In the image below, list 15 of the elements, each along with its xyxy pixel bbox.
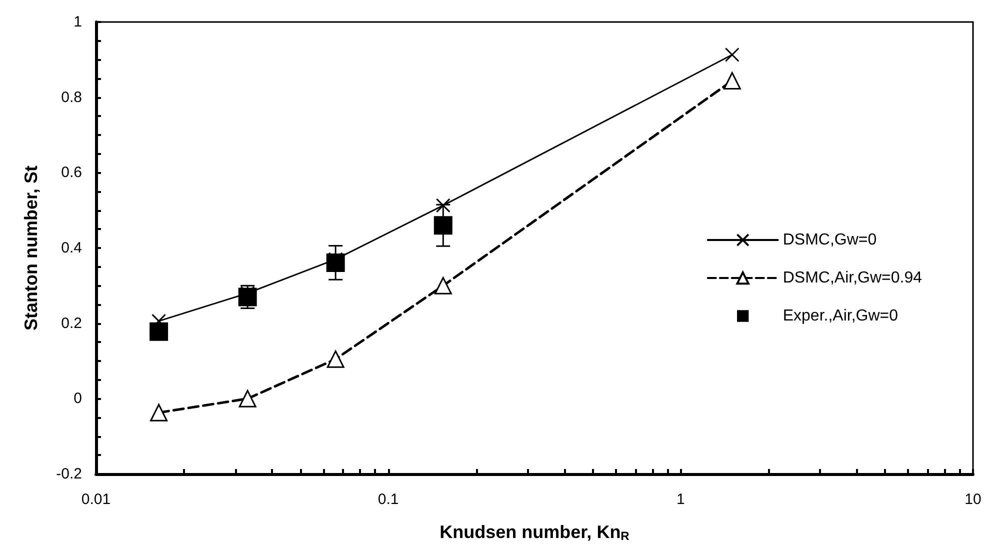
x-tick-label: 10 — [964, 491, 982, 508]
legend-label: DSMC,Air,Gw=0.94 — [782, 270, 922, 286]
x-tick-label: 0.1 — [378, 491, 399, 508]
legend-label: Exper.,Air,Gw=0 — [782, 308, 898, 324]
y-tick-label: 0.2 — [61, 314, 82, 332]
x-tick-label: 0.01 — [81, 491, 111, 508]
y-tick-label: 1 — [74, 14, 82, 30]
x-tick-label: 1 — [676, 491, 685, 508]
y-tick-label: 0.4 — [61, 240, 82, 256]
y-tick-label: 0.6 — [61, 164, 82, 182]
legend-label: DSMC,Gw=0 — [782, 232, 877, 248]
y-tick-label: 0.8 — [61, 88, 82, 106]
y-axis-title: Stanton number, St — [21, 165, 41, 331]
y-tick-label: -0.2 — [56, 466, 82, 482]
y-tick-label: 0 — [74, 390, 82, 408]
